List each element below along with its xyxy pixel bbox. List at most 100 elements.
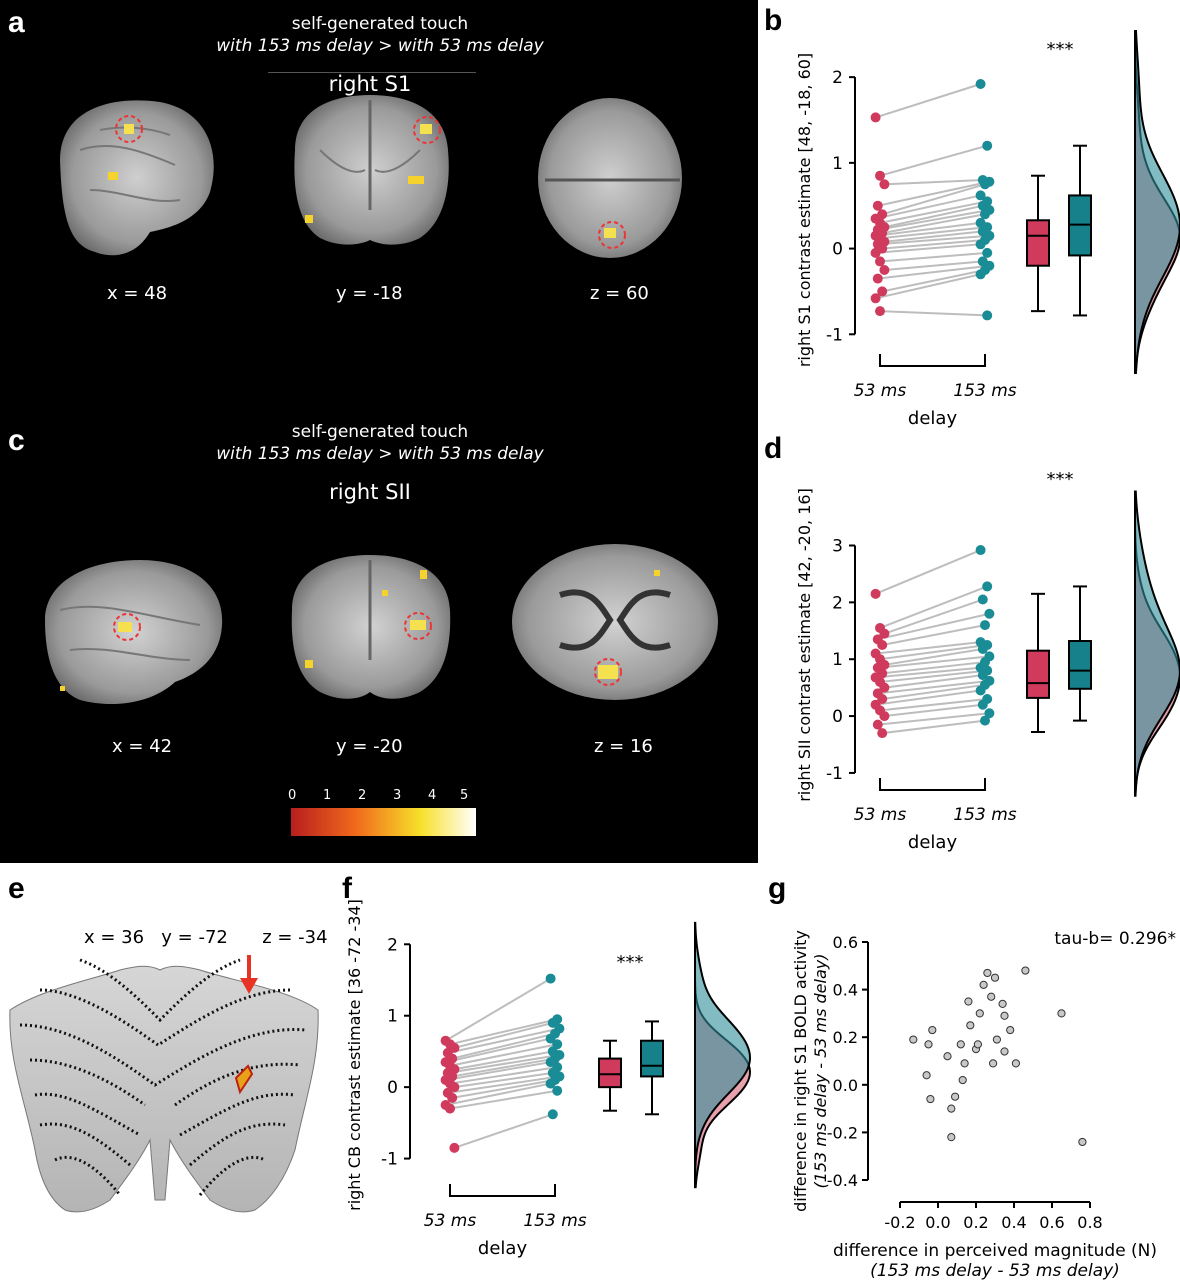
axial-slice-a (538, 98, 682, 258)
paired-line (882, 239, 986, 250)
scatter-point (922, 1071, 931, 1080)
x-tick-label: -0.2 (884, 1213, 915, 1232)
scatter-point (947, 1104, 956, 1113)
colorbar (291, 808, 476, 836)
scatter-point (924, 1040, 933, 1049)
chart-f-raincloud: -1 0 1 2 right CB contrast estimate [36 -72 … (345, 900, 752, 1259)
data-point-53ms (879, 711, 890, 722)
paired-line (882, 213, 986, 235)
significance-stars: *** (1047, 469, 1074, 490)
scatter-point (947, 1133, 956, 1142)
colorbar-tick: 5 (460, 788, 469, 803)
colorbar-tick: 2 (358, 788, 367, 803)
y-tick-label: -1 (826, 325, 843, 345)
scatter-point (1000, 1047, 1009, 1056)
data-point-53ms (870, 588, 881, 599)
panel-a-region: right S1 (328, 72, 412, 96)
scatter-point (1000, 1011, 1009, 1020)
x-tick-label: 0.6 (1039, 1213, 1064, 1232)
paired-line (875, 273, 981, 300)
paired-line (882, 719, 986, 735)
paired-line (882, 624, 986, 646)
paired-line (884, 204, 984, 229)
x-category-label: 53 ms (424, 1211, 477, 1231)
colorbar-tick: 3 (393, 788, 402, 803)
panel-a-divider (268, 72, 476, 73)
data-point-153ms (547, 1017, 558, 1028)
data-point-53ms (879, 628, 890, 639)
panel-letter-e: e (8, 872, 25, 905)
data-point-53ms (447, 1092, 458, 1103)
scatter-point (1021, 966, 1030, 975)
coord-x-a: x = 48 (107, 283, 168, 304)
scatter-point (1011, 1059, 1020, 1068)
sagittal-slice-a (60, 100, 214, 256)
data-point-53ms (449, 1082, 460, 1093)
coord-z-c: z = 16 (594, 736, 653, 757)
paired-line (454, 1050, 553, 1071)
chart-g-scatter: -0.4 -0.2 0.0 0.2 0.4 0.6 -0.2 0.0 0.2 0.4 0.6 0.8 d… (791, 929, 1176, 1280)
paired-line (879, 226, 988, 240)
paired-line (877, 264, 990, 280)
data-point-53ms (879, 179, 890, 190)
paired-line (875, 666, 981, 679)
paired-line (884, 598, 984, 635)
scatter-point (989, 1059, 998, 1068)
scatter-point (992, 1035, 1001, 1044)
paired-line (454, 1113, 554, 1149)
paired-line (879, 585, 988, 629)
y-tick-label: 3 (832, 536, 843, 556)
panel-e-coords: x = 36 y = -72 z = -34 (84, 927, 328, 948)
scatter-point (975, 1009, 984, 1018)
data-point-153ms (547, 1109, 558, 1120)
data-point-53ms (870, 247, 881, 258)
x-axis-label: difference in perceived magnitude (N) (833, 1241, 1157, 1261)
data-point-53ms (445, 1103, 455, 1114)
x-tick-label: 0.2 (963, 1213, 988, 1232)
paired-line (881, 269, 986, 293)
paired-line (449, 1066, 558, 1085)
paired-line (445, 977, 552, 1042)
paired-line (884, 179, 983, 186)
paired-line (879, 200, 988, 224)
scatter-point (951, 1092, 960, 1101)
data-point-153ms (977, 670, 988, 681)
panel-a-slices (60, 95, 682, 258)
cerebellum-flatmap (9, 955, 319, 1213)
paired-line (879, 144, 988, 177)
paired-line (877, 612, 990, 641)
x-category-label: 153 ms (523, 1211, 586, 1231)
data-point-53ms (872, 200, 883, 211)
paired-line (875, 194, 981, 220)
paired-line (884, 674, 983, 689)
x-axis-label: delay (478, 1238, 528, 1259)
paired-line (882, 661, 986, 675)
data-point-153ms (982, 247, 993, 258)
scatter-point (966, 1021, 975, 1030)
scatter-point (1078, 1137, 1087, 1147)
y-tick-label: 0 (387, 1078, 398, 1098)
paired-line (452, 1057, 556, 1078)
paired-line (875, 221, 981, 237)
panel-a-title-line2: with 153 ms delay > with 53 ms delay (216, 36, 544, 56)
y-axis-label-2: (153 ms delay - 53 ms delay) (811, 954, 830, 1189)
y-tick-label: -1 (826, 764, 843, 784)
panel-letter-d: d (764, 432, 783, 465)
paired-line (447, 1027, 560, 1054)
significance-stars: *** (617, 952, 644, 973)
paired-line (877, 712, 990, 726)
data-point-153ms (980, 179, 990, 190)
y-tick-label: 2 (832, 68, 843, 88)
significance-stars: *** (1047, 39, 1074, 60)
data-point-153ms (977, 594, 988, 605)
data-point-153ms (984, 608, 995, 619)
panel-c-brain-images: self-generated touch with 153 ms delay >… (0, 420, 758, 863)
boxplot-153ms-box (1068, 640, 1092, 690)
paired-line (875, 549, 981, 595)
y-tick-label: 2 (832, 593, 843, 613)
x-category-label: 53 ms (854, 381, 907, 401)
data-point-153ms (982, 140, 993, 151)
panel-letter-b: b (764, 4, 783, 37)
chart-b-raincloud: -1 0 1 2 right S1 contrast estimate [48, -18… (795, 30, 1180, 429)
x-tick-label: 0.0 (925, 1213, 950, 1232)
